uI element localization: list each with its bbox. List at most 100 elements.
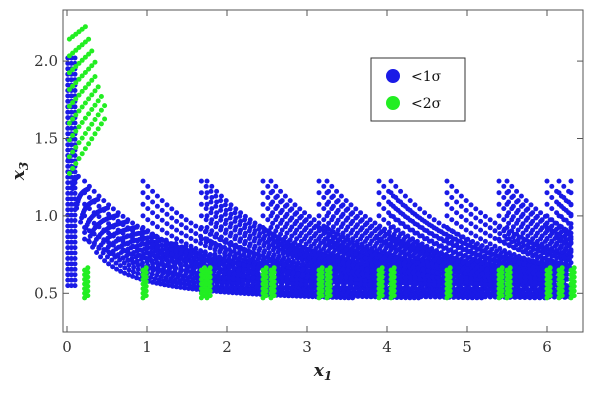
data-point-1sigma [169,206,175,212]
data-point-1sigma [561,206,567,212]
data-point-1sigma [538,227,544,233]
data-point-1sigma [247,241,253,247]
data-point-1sigma [358,277,364,283]
data-point-1sigma [154,244,160,250]
data-point-1sigma [338,234,344,240]
data-point-1sigma [533,224,539,230]
data-point-1sigma [561,183,567,189]
data-point-1sigma [233,206,239,212]
data-point-1sigma [68,201,74,207]
data-point-1sigma [358,236,364,242]
data-point-2sigma [73,96,79,102]
data-point-1sigma [514,199,520,205]
data-point-1sigma [393,195,399,200]
data-point-1sigma [329,239,335,245]
data-point-1sigma [329,217,335,223]
data-point-1sigma [265,239,271,245]
data-point-1sigma [260,190,266,196]
legend-box [370,57,466,122]
data-point-1sigma [238,245,244,250]
data-point-1sigma [115,245,121,250]
data-point-1sigma [362,255,368,261]
data-point-1sigma [214,242,220,248]
data-point-1sigma [348,275,354,281]
data-point-1sigma [292,221,298,227]
data-point-1sigma [120,238,126,244]
data-point-1sigma [376,213,382,219]
data-point-1sigma [273,206,279,212]
data-point-1sigma [72,104,78,110]
data-point-1sigma [158,281,164,287]
data-point-1sigma [470,269,476,275]
data-point-1sigma [227,206,233,212]
data-point-1sigma [68,234,74,240]
data-point-2sigma [79,88,85,94]
data-point-2sigma [89,121,95,127]
data-point-1sigma [295,265,301,271]
data-point-1sigma [305,262,311,268]
data-point-1sigma [183,217,189,223]
data-point-1sigma [173,260,179,266]
data-point-1sigma [223,227,229,233]
data-point-1sigma [398,188,404,194]
data-point-1sigma [178,222,184,228]
data-point-1sigma [449,183,455,189]
data-point-1sigma [504,236,510,242]
data-point-1sigma [372,243,378,249]
data-point-1sigma [130,243,136,249]
data-point-1sigma [338,193,344,199]
data-point-1sigma [168,258,174,264]
data-point-1sigma [260,236,266,242]
data-point-2sigma [70,100,76,106]
data-point-1sigma [316,243,322,249]
data-point-1sigma [487,282,493,288]
data-point-1sigma [207,252,213,257]
data-point-1sigma [516,260,522,266]
data-point-1sigma [265,206,271,212]
data-point-1sigma [150,188,156,194]
data-point-1sigma [252,228,258,234]
data-point-2sigma [76,76,82,82]
data-point-1sigma [65,185,71,191]
data-point-1sigma [470,257,476,263]
data-point-1sigma [468,230,474,236]
data-point-1sigma [198,190,204,196]
data-point-1sigma [362,230,368,236]
data-point-1sigma [278,231,284,237]
data-point-1sigma [468,249,474,255]
data-point-1sigma [82,190,88,196]
data-point-1sigma [329,228,335,234]
data-point-1sigma [276,260,282,266]
data-point-1sigma [257,231,263,237]
data-point-2sigma [92,88,98,94]
data-point-1sigma [362,277,368,283]
data-point-1sigma [101,198,107,204]
data-point-1sigma [65,115,71,121]
data-point-1sigma [386,231,392,237]
data-point-1sigma [509,239,515,245]
data-point-1sigma [381,183,387,189]
data-point-1sigma [281,261,287,267]
data-point-1sigma [106,221,112,227]
data-point-1sigma [68,93,74,99]
data-point-1sigma [193,223,199,229]
scatter-points [65,24,577,301]
data-point-1sigma [174,227,180,233]
data-point-1sigma [68,185,74,191]
data-point-1sigma [526,269,532,275]
data-point-1sigma [348,249,354,255]
data-point-1sigma [401,261,407,267]
data-point-1sigma [198,213,204,219]
data-point-1sigma [354,264,360,270]
data-point-1sigma [497,231,503,237]
data-point-1sigma [182,268,188,274]
data-point-1sigma [242,222,248,228]
data-point-1sigma [492,228,498,234]
data-point-1sigma [140,190,146,196]
data-point-1sigma [530,264,536,270]
data-point-1sigma [178,238,184,244]
data-point-1sigma [372,228,378,234]
data-point-1sigma [207,258,213,264]
data-point-1sigma [407,207,413,213]
data-point-1sigma [270,220,276,226]
